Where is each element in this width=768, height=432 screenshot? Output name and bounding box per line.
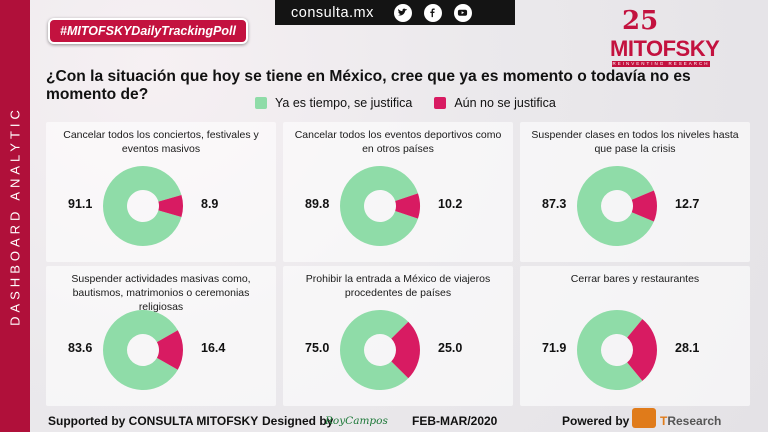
chart-panel: Cancelar todos los eventos deportivos co… bbox=[283, 122, 513, 262]
donut-chart bbox=[577, 166, 657, 246]
tresearch-logo-prefix: T bbox=[660, 414, 668, 428]
donut-chart bbox=[103, 310, 183, 390]
survey-question: ¿Con la situación que hoy se tiene en Mé… bbox=[46, 68, 691, 103]
chart-title: Cancelar todos los eventos deportivos co… bbox=[294, 129, 502, 155]
legend-item-yes: Ya es tiempo, se justifica bbox=[255, 96, 412, 110]
donut-slice-yes bbox=[103, 310, 178, 390]
logo-tagline: REINVENTING RESEARCH bbox=[612, 61, 710, 67]
chart-title: Suspender clases en todos los niveles ha… bbox=[531, 129, 739, 155]
youtube-icon[interactable] bbox=[453, 3, 472, 22]
legend-label-yes: Ya es tiempo, se justifica bbox=[275, 96, 413, 110]
tresearch-logo-icon bbox=[632, 408, 656, 428]
chart-title: Cerrar bares y restaurantes bbox=[570, 273, 700, 285]
hashtag-badge[interactable]: #MITOFSKYDailyTrackingPoll bbox=[48, 18, 248, 44]
footer-designer: RoyCampos bbox=[325, 415, 388, 427]
data-label-no: 28.1 bbox=[675, 341, 700, 355]
data-label-no: 10.2 bbox=[438, 197, 463, 211]
chart-title: Suspender actividades masivas como, baut… bbox=[71, 273, 251, 313]
chart-panel: Prohibir la entrada a México de viajeros… bbox=[283, 266, 513, 406]
donut-slice-no bbox=[631, 190, 657, 222]
tresearch-logo-rest: Research bbox=[667, 414, 722, 428]
footer-date: FEB-MAR/2020 bbox=[412, 414, 498, 428]
data-label-yes: 91.1 bbox=[68, 197, 93, 211]
donut-slice-no bbox=[158, 194, 183, 218]
logo-name: MITOFSKY bbox=[610, 36, 720, 61]
tresearch-logo-text: TResearch bbox=[660, 414, 721, 428]
chart-legend: Ya es tiempo, se justifica Aún no se jus… bbox=[255, 96, 556, 110]
donut-chart bbox=[340, 166, 420, 246]
data-label-yes: 75.0 bbox=[305, 341, 330, 355]
donut-slice-no bbox=[156, 330, 183, 370]
donut-slice-no bbox=[391, 321, 420, 379]
data-label-no: 8.9 bbox=[201, 197, 219, 211]
donut-slice-yes bbox=[102, 166, 182, 246]
facebook-icon[interactable] bbox=[423, 3, 442, 22]
chart-panel: Suspender actividades masivas como, baut… bbox=[46, 266, 276, 406]
data-label-yes: 87.3 bbox=[542, 197, 567, 211]
mitofsky-logo: 25 MITOFSKY REINVENTING RESEARCH bbox=[610, 6, 720, 67]
footer-supported: Supported by CONSULTA MITOFSKY bbox=[48, 414, 259, 428]
legend-swatch-no bbox=[434, 97, 447, 109]
data-label-no: 25.0 bbox=[438, 341, 463, 355]
sidebar-strip: DASHBOARD ANALYTIC bbox=[0, 0, 30, 432]
legend-label-no: Aún no se justifica bbox=[454, 96, 556, 110]
donut-slice-yes bbox=[340, 166, 418, 246]
donut-slice-no bbox=[395, 193, 420, 219]
data-label-yes: 71.9 bbox=[542, 341, 567, 355]
sidebar-label: DASHBOARD ANALYTIC bbox=[7, 106, 23, 326]
logo-number: 25 bbox=[622, 6, 659, 36]
legend-item-no: Aún no se justifica bbox=[434, 96, 556, 110]
legend-swatch-yes bbox=[255, 97, 267, 109]
chart-panel: Suspender clases en todos los niveles ha… bbox=[520, 122, 750, 262]
data-label-no: 12.7 bbox=[675, 197, 700, 211]
donut-chart bbox=[102, 166, 183, 246]
donut-chart bbox=[340, 310, 420, 390]
data-label-no: 16.4 bbox=[201, 341, 226, 355]
donut-slice-no bbox=[627, 319, 657, 381]
donut-slice-yes bbox=[340, 310, 409, 390]
donut-chart bbox=[577, 310, 657, 390]
chart-title: Prohibir la entrada a México de viajeros… bbox=[305, 273, 491, 299]
chart-title: Cancelar todos los conciertos, festivale… bbox=[63, 129, 259, 155]
donut-slice-yes bbox=[577, 166, 654, 246]
footer-designed: Designed by bbox=[262, 414, 334, 428]
chart-panel: Cerrar bares y restaurantes 71.9 28.1 bbox=[520, 266, 750, 406]
data-label-yes: 89.8 bbox=[305, 197, 330, 211]
top-bar: consulta.mx bbox=[275, 0, 515, 25]
footer-powered: Powered by bbox=[562, 414, 630, 428]
donut-slice-yes bbox=[577, 310, 643, 390]
chart-panel: Cancelar todos los conciertos, festivale… bbox=[46, 122, 276, 262]
site-link[interactable]: consulta.mx bbox=[291, 4, 374, 21]
data-label-yes: 83.6 bbox=[68, 341, 93, 355]
footer-bar: Supported by CONSULTA MITOFSKY Designed … bbox=[0, 407, 768, 432]
twitter-icon[interactable] bbox=[393, 3, 412, 22]
